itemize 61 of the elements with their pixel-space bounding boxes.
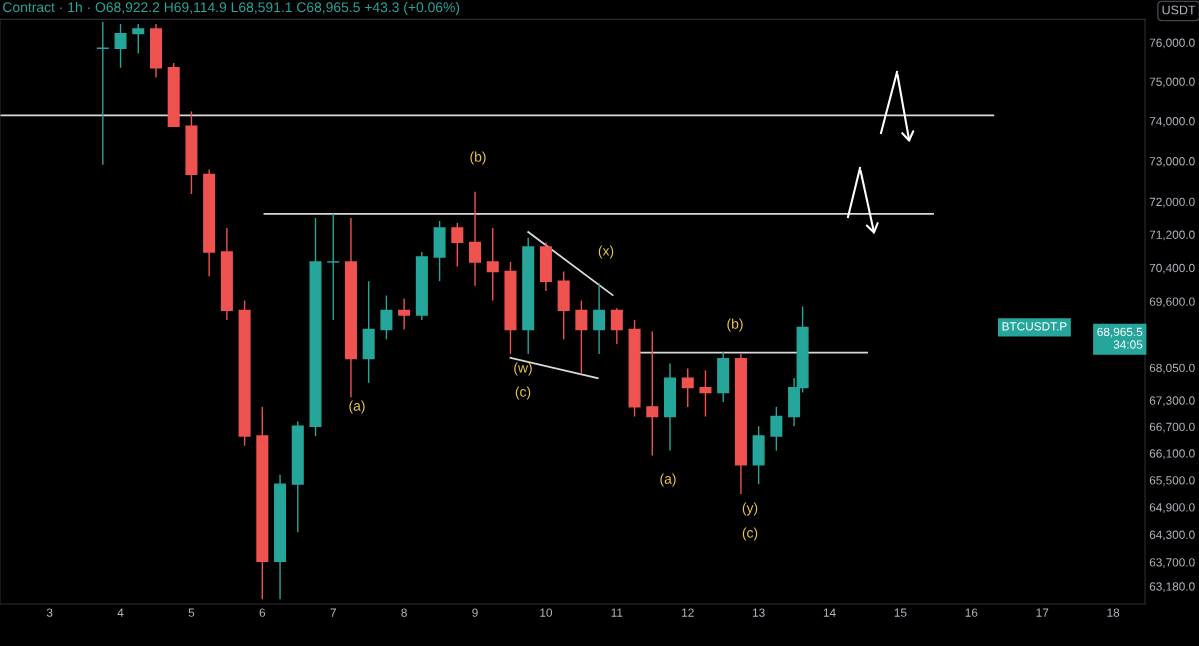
x-tick-label: 9: [472, 608, 478, 617]
x-tick-label: 18: [1107, 608, 1120, 617]
candlestick: [575, 299, 588, 375]
y-tick-label: 64,900.0: [1149, 503, 1195, 513]
candlestick: [451, 222, 464, 268]
y-tick-label: 63,180.0: [1149, 582, 1195, 593]
x-tick-label: 15: [894, 608, 907, 617]
y-tick-label: 71,200.0: [1149, 230, 1195, 241]
candlestick: [114, 23, 127, 69]
x-tick-label: 11: [611, 608, 623, 617]
y-tick-label: 65,500.0: [1149, 476, 1195, 486]
annotation: (a): [349, 400, 365, 414]
y-axis-title: USDT: [1162, 5, 1196, 15]
y-tick-label: 68,050.0: [1149, 363, 1195, 374]
y-tick-label: 67,300.0: [1149, 396, 1195, 407]
y-tick-label: 66,100.0: [1149, 449, 1195, 460]
y-tick-label: 70,400.0: [1149, 263, 1195, 274]
y-tick-label: 76,000.0: [1149, 38, 1195, 49]
x-tick-label: 14: [823, 608, 836, 617]
candlestick: [327, 212, 340, 321]
x-tick-label: 4: [117, 608, 124, 617]
x-tick-label: 7: [330, 608, 336, 617]
annotation: (y): [742, 502, 758, 516]
annotation: (w): [514, 362, 532, 376]
x-tick-label: 17: [1036, 608, 1049, 617]
x-tick-label: 16: [965, 608, 978, 617]
annotation: 68,965.5 34:05: [1097, 327, 1143, 349]
candlestick: [469, 191, 482, 287]
annotation: (b): [727, 318, 743, 332]
candlestick: [486, 227, 499, 302]
x-tick-label: 6: [259, 608, 266, 617]
x-tick-label: 5: [188, 608, 195, 617]
candlestick: [132, 23, 145, 55]
x-tick-label: 12: [682, 608, 694, 617]
annotation: (c): [742, 527, 758, 541]
candlestick: [699, 369, 712, 418]
y-tick-label: 66,700.0: [1149, 422, 1195, 433]
annotation: (a): [660, 473, 676, 487]
candlestick: [646, 330, 659, 457]
candlestick: [380, 294, 393, 341]
y-tick-label: 73,000.0: [1149, 157, 1195, 167]
candlestick: [593, 282, 606, 355]
candlestick: [398, 297, 411, 331]
annotation: (x): [598, 245, 614, 259]
y-tick-label: 72,000.0: [1149, 197, 1195, 208]
annotation: BTCUSDT.P: [1002, 322, 1067, 331]
y-tick-label: 69,600.0: [1149, 297, 1195, 308]
candlestick: [610, 307, 623, 345]
x-tick-label: 13: [752, 608, 765, 617]
y-tick-label: 64,300.0: [1149, 530, 1195, 541]
y-tick-label: 74,000.0: [1149, 117, 1195, 127]
y-tick-label: 75,000.0: [1149, 77, 1195, 88]
candlestick: [770, 406, 783, 452]
candlestick: [681, 367, 694, 408]
x-tick-label: 3: [46, 608, 53, 617]
y-tick-label: 63,700.0: [1149, 558, 1195, 568]
chart-title: Contract · 1h · O68,922.2 H69,114.9 L68,591.1 C68,965.5 +43.3 (+0.06%): [3, 1, 460, 15]
x-tick-label: 8: [401, 608, 407, 617]
x-tick-label: 10: [540, 608, 553, 617]
annotation: (b): [470, 151, 486, 165]
annotation: (c): [515, 386, 531, 400]
